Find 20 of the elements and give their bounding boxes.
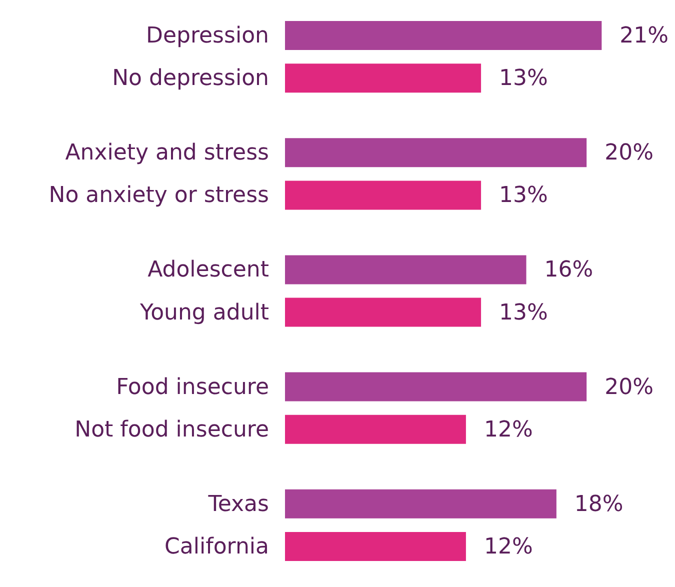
data-label: 12% [484, 534, 533, 560]
data-label: 20% [604, 140, 654, 166]
y-tick-label: Anxiety and stress [65, 140, 269, 166]
data-label: 13% [499, 66, 548, 92]
y-tick-label: No depression [112, 66, 269, 92]
y-tick-label: Depression [146, 24, 269, 49]
data-label: 18% [574, 492, 624, 517]
y-tick-label: Food insecure [116, 374, 269, 400]
data-label: 21% [620, 24, 669, 49]
data-label: 13% [499, 183, 548, 208]
y-tick-label: Adolescent [148, 258, 270, 283]
y-tick-label: No anxiety or stress [48, 183, 269, 208]
y-tick-label: Texas [207, 492, 269, 517]
data-label: 20% [604, 374, 654, 400]
data-label: 13% [499, 300, 548, 326]
y-tick-label: Not food insecure [74, 417, 269, 442]
y-tick-label: California [164, 534, 269, 560]
y-tick-label: Young adult [139, 300, 270, 326]
data-label: 16% [544, 258, 594, 283]
data-label: 12% [484, 417, 533, 442]
